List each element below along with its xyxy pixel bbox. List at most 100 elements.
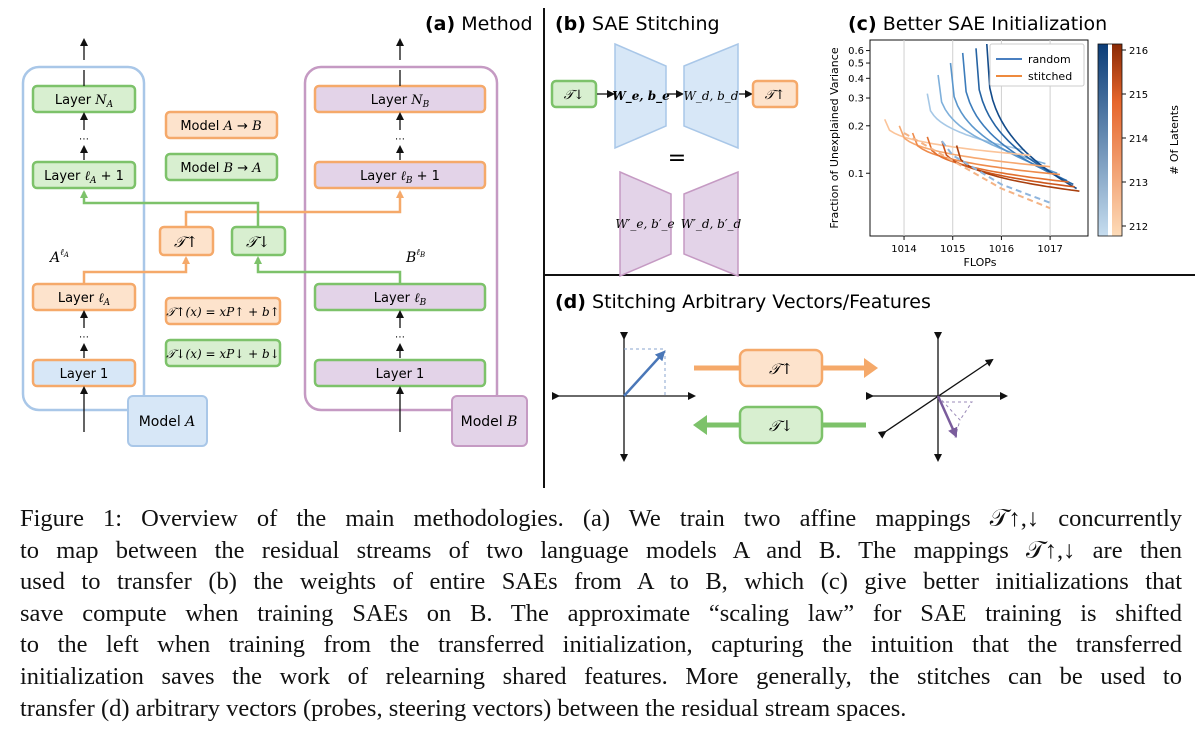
equals-sign: =	[668, 146, 686, 171]
random-curve	[986, 43, 1077, 190]
legend-a-to-b-label: Model A → B	[180, 119, 261, 134]
colorbar-stitched	[1112, 44, 1122, 236]
model-b-ellipsis-top: ⋯	[395, 134, 405, 145]
chart-y-tick-label: 0.6	[848, 46, 864, 57]
random-curve	[937, 74, 1046, 165]
model-b-layer-top-label: Layer NB	[371, 93, 430, 110]
encoder-prime-label: W′_e, b′_e	[615, 217, 674, 231]
figure-caption: Figure 1: Overview of the main methodolo…	[20, 503, 1182, 724]
model-a-tag-label: Model A	[139, 414, 196, 430]
flow-tdown-to-a	[80, 190, 260, 227]
t-down-label: 𝒯↓	[246, 233, 270, 251]
random-curve	[961, 52, 1068, 182]
chart-y-tick-label: 0.5	[848, 59, 864, 70]
model-a-layer-lower-label: Layer ℓA	[58, 291, 111, 308]
model-b-layer-1-label: Layer 1	[376, 367, 425, 382]
stitched-series-fit	[903, 132, 1051, 210]
stitched-curve	[955, 145, 1080, 192]
flow-a-to-tup	[82, 256, 190, 284]
caption-line-5: to the left when training from the trans…	[20, 631, 1182, 659]
decoder-label: W_d, b_d	[683, 89, 738, 103]
encoder-shape	[614, 42, 667, 150]
random-series-fit	[941, 140, 1051, 204]
d-t-up-label: 𝒯↑	[769, 360, 793, 378]
colorbar-label: # Of Latents	[1168, 105, 1181, 175]
chart-axes: 1014 1015 1016 1017 0.6 0.5 0.4 0.3 0.2 0.1	[848, 46, 1063, 255]
model-b-layer-lower-label: Layer ℓB	[374, 291, 427, 308]
chart-x-tick-label: 1014	[891, 244, 916, 255]
chart-y-tick-label: 0.3	[848, 94, 864, 105]
decoder-shape	[683, 42, 739, 150]
model-b-tag	[451, 395, 528, 447]
model-b-layer-upper-label: Layer ℓB + 1	[360, 169, 440, 186]
model-a-layer-upper-label: Layer ℓA + 1	[44, 169, 124, 186]
caption-line-7: transfer (d) arbitrary vectors (probes, …	[20, 694, 907, 722]
sae-t-down-box	[550, 79, 598, 109]
panel-b-title: (b) SAE Stitching	[555, 13, 720, 35]
decoder-prime-shape	[683, 170, 739, 278]
panel-d-title: (d) Stitching Arbitrary Vectors/Features	[555, 291, 931, 313]
model-a-layer-1-label: Layer 1	[60, 367, 109, 382]
legend-a-to-b	[164, 110, 279, 140]
activation-b-label: BℓB	[405, 248, 425, 266]
panel-a-title: (a) Method	[425, 13, 533, 35]
d-t-down-label: 𝒯↓	[769, 417, 793, 435]
legend-b-to-a-label: Model B → A	[180, 161, 261, 176]
model-a-ellipsis-top: ⋯	[79, 134, 89, 145]
chart-x-tick-label: 1017	[1037, 244, 1062, 255]
d-t-down-box	[738, 405, 824, 445]
chart-x-tick-label: 1015	[940, 244, 965, 255]
model-a-layer-upper	[31, 160, 137, 190]
target-vector	[936, 395, 958, 438]
chart-y-tick-label: 0.1	[848, 169, 864, 180]
model-b-tag-label: Model B	[461, 414, 518, 430]
decoder-prime-label: W′_d, b′_d	[681, 217, 742, 231]
model-b-layer-upper	[313, 160, 487, 190]
eq-down-box	[164, 338, 282, 368]
colorbar-tick-label: 213	[1129, 178, 1148, 189]
panel-d: (d) Stitching Arbitrary Vectors/Features…	[552, 291, 1008, 462]
source-vector	[623, 350, 666, 397]
caption-line-4: save compute when training SAEs on B. Th…	[20, 599, 1182, 627]
random-curve	[926, 93, 1025, 151]
sae-t-up-label: 𝒯↑	[765, 88, 786, 103]
sae-t-up-box	[751, 79, 799, 109]
t-up-label: 𝒯↑	[174, 233, 198, 251]
chart-y-tick-label: 0.2	[848, 121, 864, 132]
eq-up-box	[164, 296, 282, 326]
d-up-arrowhead	[864, 358, 878, 378]
legend-random-label: random	[1028, 53, 1071, 66]
eq-down-label: 𝒯↓(x) = xP↓ + b↓	[166, 347, 279, 361]
chart-y-tick-label: 0.4	[848, 74, 864, 85]
caption-line-6: initialization saves the work of relearn…	[20, 662, 1182, 690]
flow-b-to-tdown	[254, 256, 402, 284]
legend-b-to-a	[164, 152, 279, 182]
encoder-prime-shape	[619, 170, 672, 278]
chart-x-axis-label: FLOPs	[964, 256, 997, 269]
model-a-tag	[127, 395, 208, 447]
panel-a: (a) Method Model A Model B Layer NA Laye…	[21, 13, 533, 447]
flow-tup-to-b	[184, 190, 404, 227]
colorbar-tick-label: 216	[1129, 46, 1148, 57]
figure-canvas: (a) Method Model A Model B Layer NA Laye…	[21, 8, 1195, 488]
d-down-arrowhead	[693, 415, 707, 435]
caption-line-3: used to transfer (b) the weights of enti…	[20, 568, 1182, 596]
chart-x-tick-label: 1016	[989, 244, 1014, 255]
stitched-curve	[941, 140, 1075, 188]
panel-c-title: (c) Better SAE Initialization	[848, 13, 1107, 35]
activation-a-label: AℓA	[48, 248, 69, 266]
colorbar-tick-label: 215	[1129, 90, 1148, 101]
panel-c: (c) Better SAE Initialization 1014 1015 10…	[828, 13, 1181, 269]
chart-y-axis-label: Fraction of Unexplained Variance	[828, 47, 841, 228]
model-a-ellipsis-bottom: ⋯	[79, 332, 89, 343]
legend-stitched-label: stitched	[1028, 70, 1072, 83]
stitched-curve	[926, 136, 1069, 183]
d-t-up-box	[738, 348, 824, 388]
stitched-curve	[898, 125, 1051, 168]
sae-t-down-label: 𝒯↓	[564, 88, 585, 103]
model-a-layer-top-label: Layer NA	[55, 93, 114, 110]
encoder-label: W_e, b_e	[612, 89, 670, 104]
model-b-container	[303, 65, 499, 412]
eq-up-label: 𝒯↑(x) = xP↑ + b↑	[166, 305, 279, 319]
panel-b: (b) SAE Stitching 𝒯↓ W_e, b_e W_d, b_d 𝒯…	[550, 13, 799, 278]
